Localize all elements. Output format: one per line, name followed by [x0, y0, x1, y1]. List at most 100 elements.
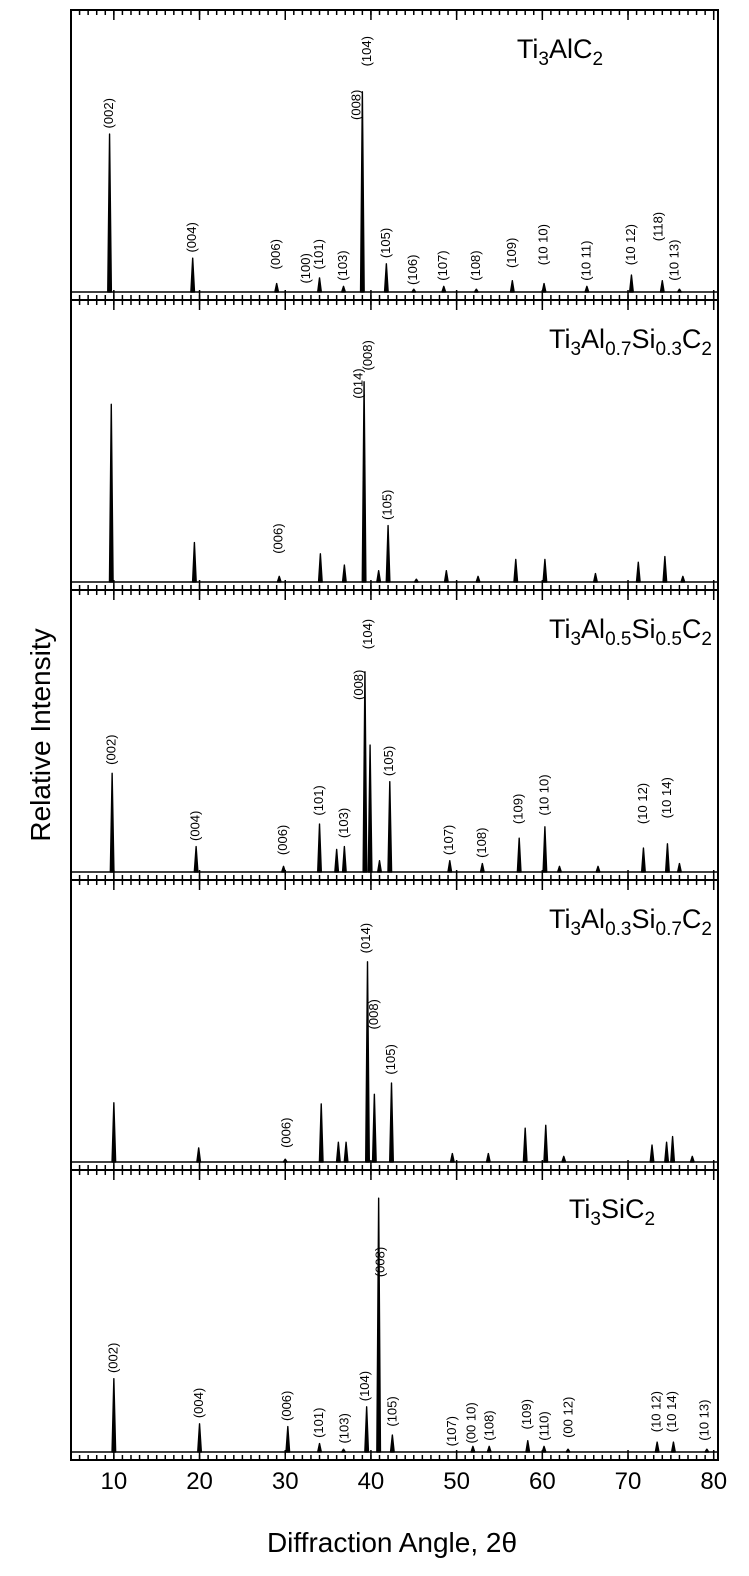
x-tick-label: 10	[100, 1468, 127, 1495]
peak	[371, 1093, 377, 1163]
peak	[190, 257, 196, 293]
peak	[365, 961, 371, 1163]
peak	[367, 744, 373, 873]
peak-annotation: (109)	[511, 794, 526, 824]
peak	[485, 1152, 491, 1163]
title-text: Si	[631, 324, 655, 354]
peak	[389, 1082, 395, 1163]
peak	[635, 561, 641, 583]
peak	[473, 288, 479, 293]
peak-annotation: (10 12)	[649, 1391, 664, 1432]
title-subscript: 2	[701, 919, 712, 940]
peak-annotation: (105)	[383, 1044, 398, 1074]
title-subscript: 3	[570, 339, 581, 360]
peak	[654, 1441, 660, 1453]
peak-annotation: (002)	[105, 1343, 120, 1373]
peak	[628, 274, 634, 293]
peak-annotation: (10 12)	[623, 224, 638, 265]
peak-annotation: (008)	[349, 90, 364, 120]
peak	[584, 285, 590, 293]
peak	[541, 282, 547, 293]
peak-annotation: (104)	[357, 1371, 372, 1401]
peak	[413, 578, 419, 583]
peak	[317, 1442, 323, 1453]
peak-annotation: (014)	[350, 368, 365, 398]
peak-annotation: (008)	[366, 999, 381, 1029]
title-text: SiC	[601, 1194, 645, 1224]
peak	[649, 1144, 655, 1163]
peak	[561, 1155, 567, 1163]
x-tick-label: 80	[700, 1468, 727, 1495]
peak	[377, 860, 383, 873]
peak	[111, 1102, 117, 1163]
peak	[542, 826, 548, 873]
panel-frame	[70, 9, 719, 301]
peak-annotation: (103)	[337, 1413, 352, 1443]
title-text: Al	[581, 324, 605, 354]
peak-annotation: (002)	[104, 734, 119, 764]
peak	[664, 1141, 670, 1163]
peak-annotation: (10 11)	[578, 240, 593, 280]
peak-annotation: (109)	[504, 238, 519, 268]
peak-annotation: (014)	[358, 923, 373, 953]
peak-annotation: (002)	[101, 98, 116, 128]
peak	[475, 575, 481, 583]
peak	[376, 570, 382, 583]
peak-annotation: (008)	[373, 1247, 388, 1277]
peak	[197, 1423, 203, 1453]
title-subscript: 3	[570, 919, 581, 940]
peak-annotation: (107)	[444, 1416, 459, 1446]
peak	[509, 280, 515, 293]
title-text: Ti	[549, 614, 571, 644]
title-subscript: 0.3	[656, 339, 682, 360]
peak	[411, 288, 417, 293]
x-tick-label: 70	[615, 1468, 642, 1495]
peak	[441, 285, 447, 293]
peak-annotation: (104)	[359, 36, 374, 66]
peak-annotation: (004)	[184, 222, 199, 252]
peak-annotation: (107)	[435, 250, 450, 280]
peak-annotation: (004)	[188, 811, 203, 841]
peak	[525, 1440, 531, 1453]
peak	[317, 823, 323, 873]
peak	[522, 1127, 528, 1163]
peak-annotation: (00 12)	[560, 1397, 575, 1438]
peak-annotation: (10 14)	[659, 777, 674, 818]
peak-annotation: (110)	[536, 1411, 551, 1440]
peak	[383, 263, 389, 293]
title-subscript: 0.7	[656, 919, 682, 940]
peak-annotation: (100)	[298, 253, 313, 283]
peak-annotation: (103)	[336, 808, 351, 838]
peak	[676, 862, 682, 873]
peak-annotation: (006)	[278, 1118, 293, 1148]
peak	[542, 558, 548, 583]
peak	[274, 282, 280, 293]
peak-annotation: (104)	[360, 619, 375, 649]
peak-annotation: (101)	[311, 1408, 326, 1438]
peak-annotation: (008)	[351, 670, 366, 700]
title-text: C	[682, 614, 702, 644]
peak	[676, 288, 682, 293]
peak	[364, 1406, 370, 1453]
peak-annotation: (106)	[405, 255, 420, 285]
title-subscript: 2	[645, 1209, 656, 1230]
x-tick-label: 40	[358, 1468, 385, 1495]
peak	[341, 285, 347, 293]
peak	[513, 558, 519, 583]
peak	[704, 1448, 710, 1453]
title-text: Ti	[549, 904, 571, 934]
panel-title: Ti3Al0.3Si0.7C2	[549, 904, 712, 940]
peak-annotation: (101)	[311, 239, 326, 269]
y-axis-label: Relative Intensity	[25, 628, 56, 841]
title-subscript: 0.5	[605, 629, 631, 650]
title-subscript: 3	[538, 49, 549, 70]
peak	[640, 847, 646, 873]
peak-annotation: (105)	[381, 746, 396, 776]
peak-annotation: (105)	[380, 490, 395, 520]
peak	[191, 541, 197, 583]
panel-frame	[70, 1169, 719, 1461]
peak-annotation: (108)	[468, 250, 483, 280]
peak-annotation: (10 10)	[535, 224, 550, 265]
peak	[193, 845, 199, 873]
title-text: AlC	[549, 34, 593, 64]
